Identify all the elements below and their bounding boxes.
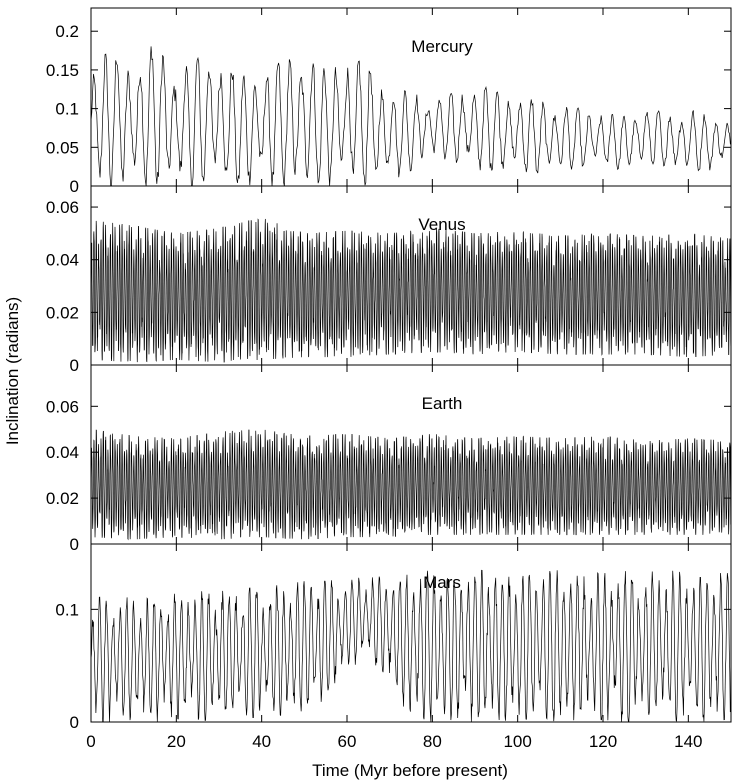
panels-group: 0 0.05 0.1 0.15 0.2 Mercury 0 0.02 0.04 0.06 Venus… xyxy=(46,7,732,751)
y-tick-label: 0.15 xyxy=(46,61,79,80)
panel-mars: 0 0.1 Mars 0 20 40 60 80 100 120 140 xyxy=(55,543,732,751)
y-tick-label: 0.05 xyxy=(46,138,79,157)
panel-venus: 0 0.02 0.04 0.06 Venus xyxy=(46,185,732,375)
series-line-earth xyxy=(90,429,732,541)
panel-title: Earth xyxy=(422,394,463,413)
x-tick-label: 80 xyxy=(423,732,442,751)
panel-earth: 0 0.02 0.04 0.06 Earth xyxy=(46,364,732,554)
y-tick-label: 0 xyxy=(70,356,79,375)
y-tick-label: 0.04 xyxy=(46,251,79,270)
panel-title: Mars xyxy=(423,573,461,592)
x-tick-label: 0 xyxy=(86,732,95,751)
panel-title: Venus xyxy=(418,215,465,234)
x-tick-label: 100 xyxy=(503,732,531,751)
y-tick-label: 0 xyxy=(70,535,79,554)
y-tick-label: 0 xyxy=(70,177,79,196)
panel-title: Mercury xyxy=(411,37,473,56)
y-tick-label: 0.1 xyxy=(55,100,79,119)
y-axis-title: Inclination (radians) xyxy=(3,297,22,445)
y-tick-label: 0 xyxy=(70,713,79,732)
series-line-mars xyxy=(90,569,732,723)
y-tick-label: 0.1 xyxy=(55,600,79,619)
series-line-venus xyxy=(90,218,732,363)
plot-frame xyxy=(90,7,732,187)
x-axis-title: Time (Myr before present) xyxy=(312,761,508,780)
x-tick-label: 20 xyxy=(167,732,186,751)
plot-frame xyxy=(90,543,732,723)
y-tick-label: 0.04 xyxy=(46,443,79,462)
series-line-mercury xyxy=(90,46,731,187)
panel-mercury: 0 0.05 0.1 0.15 0.2 Mercury xyxy=(46,7,732,196)
x-tick-label: 40 xyxy=(252,732,271,751)
y-tick-label: 0.2 xyxy=(55,22,79,41)
x-tick-label: 140 xyxy=(674,732,702,751)
x-tick-label: 60 xyxy=(338,732,357,751)
y-tick-label: 0.06 xyxy=(46,397,79,416)
y-tick-label: 0.06 xyxy=(46,198,79,217)
x-tick-label: 120 xyxy=(589,732,617,751)
y-tick-label: 0.02 xyxy=(46,489,79,508)
y-tick-label: 0.02 xyxy=(46,303,79,322)
